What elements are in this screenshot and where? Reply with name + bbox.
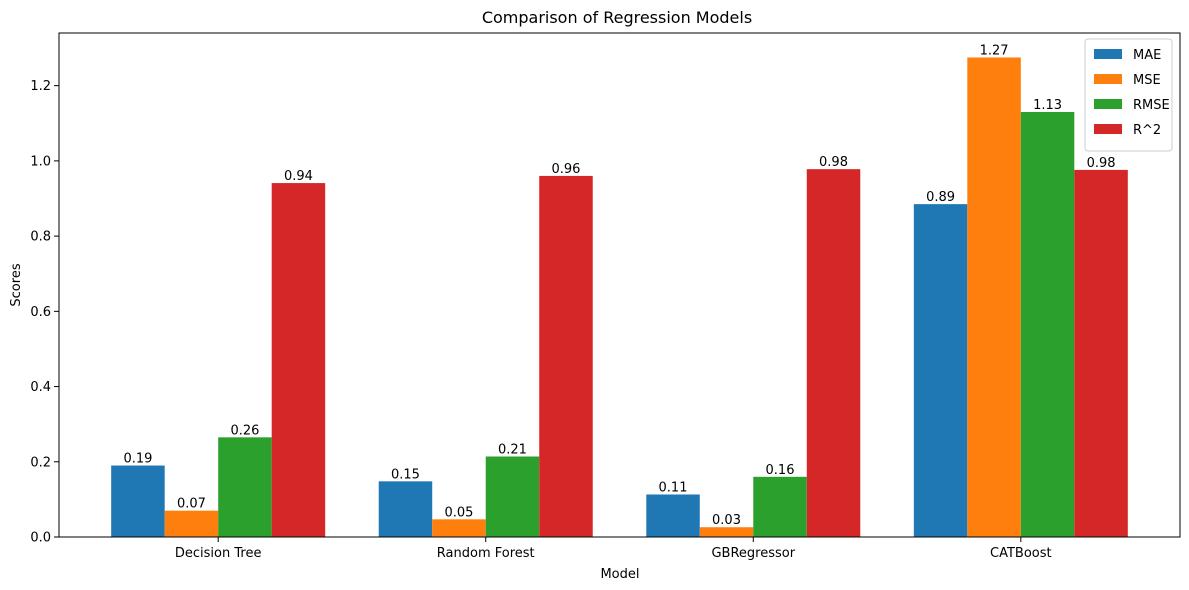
y-axis-label: Scores	[9, 263, 24, 306]
data-label: 0.05	[445, 505, 474, 520]
legend-box	[1084, 38, 1173, 152]
axes-frame	[58, 32, 1181, 538]
bar-r2-3	[1074, 169, 1128, 537]
bar-mae-2	[646, 494, 700, 537]
data-label: 0.98	[1087, 156, 1116, 171]
data-label: 0.94	[284, 169, 313, 184]
y-tick-label: 0.0	[30, 531, 51, 546]
data-label: 0.07	[177, 497, 206, 512]
bar-mae-3	[913, 204, 968, 537]
bar-rmse-0	[218, 437, 272, 537]
data-label: 0.15	[391, 467, 420, 482]
data-label: 0.89	[926, 190, 955, 205]
y-tick-label: 0.6	[30, 305, 51, 320]
bar-r2-0	[271, 183, 326, 537]
legend-label: RMSE	[1133, 98, 1170, 113]
y-tick-label: 1.0	[30, 154, 51, 169]
bar-mae-0	[111, 465, 165, 537]
plot-area: 0.0 0.2 0.4 0.6 0.8 1.0 1.2 0.19 0.15 0.11 0.89 0.0…	[30, 32, 1181, 561]
legend-label: MSE	[1133, 73, 1161, 88]
chart-title: Comparison of Regression Models	[482, 8, 752, 27]
data-label: 0.16	[766, 463, 795, 478]
x-axis-label: Model	[600, 567, 639, 582]
legend-label: MAE	[1133, 48, 1161, 63]
data-label: 0.03	[712, 513, 741, 528]
y-tick-label: 0.2	[30, 455, 51, 470]
data-label: 1.13	[1033, 98, 1062, 113]
bar-rmse-3	[1020, 111, 1075, 537]
data-label: 0.21	[498, 443, 527, 458]
y-tick-label: 1.2	[30, 79, 51, 94]
legend-swatch	[1094, 74, 1122, 84]
x-tick-label: Decision Tree	[175, 546, 262, 561]
x-tick-label: CATBoost	[990, 546, 1052, 561]
y-tick-label: 0.4	[30, 380, 51, 395]
data-label: 0.11	[659, 480, 688, 495]
data-label: 0.96	[552, 162, 581, 177]
bar-rmse-1	[485, 456, 540, 537]
bar-mse-3	[967, 57, 1021, 538]
data-label: 0.26	[230, 423, 259, 438]
bar-mse-2	[699, 527, 754, 537]
bar-mae-1	[378, 481, 433, 537]
data-label: 0.19	[123, 452, 152, 467]
legend-swatch	[1094, 124, 1122, 134]
x-tick-label: Random Forest	[437, 546, 535, 561]
bar-rmse-2	[753, 476, 807, 537]
data-label: 0.98	[819, 155, 848, 170]
legend-swatch	[1094, 99, 1122, 109]
y-tick-label: 0.8	[30, 230, 51, 245]
x-tick-label: GBRegressor	[711, 546, 795, 561]
legend-swatch	[1094, 49, 1122, 59]
bar-mse-0	[164, 510, 219, 537]
bar-r2-2	[806, 169, 861, 538]
bar-mse-1	[432, 519, 486, 537]
legend-label: R^2	[1133, 123, 1161, 138]
data-label: 1.27	[980, 43, 1009, 58]
legend: MAE MSE RMSE R^2	[1084, 38, 1173, 152]
bar-r2-1	[539, 175, 593, 538]
